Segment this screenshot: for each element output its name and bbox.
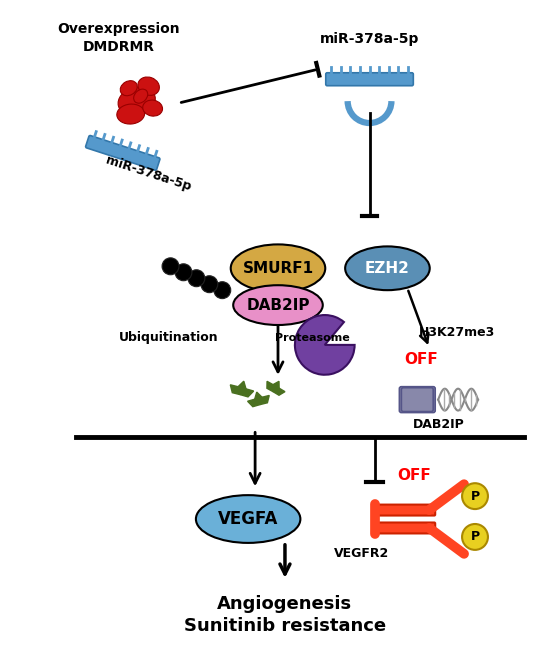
Text: P: P — [470, 530, 480, 543]
Ellipse shape — [196, 495, 300, 543]
Circle shape — [188, 270, 205, 287]
Ellipse shape — [345, 246, 430, 290]
Text: VEGFA: VEGFA — [218, 510, 278, 528]
Ellipse shape — [143, 100, 162, 116]
FancyBboxPatch shape — [86, 136, 160, 170]
Text: Proteasome: Proteasome — [275, 333, 350, 343]
Circle shape — [462, 483, 488, 509]
Polygon shape — [255, 392, 262, 404]
Text: DAB2IP: DAB2IP — [246, 298, 310, 313]
Ellipse shape — [230, 244, 325, 292]
Polygon shape — [238, 381, 246, 395]
Polygon shape — [273, 382, 279, 392]
Text: Angiogenesis: Angiogenesis — [217, 595, 352, 612]
Text: EZH2: EZH2 — [365, 261, 410, 276]
Text: H3K27me3: H3K27me3 — [419, 326, 495, 339]
Wedge shape — [295, 315, 355, 375]
Circle shape — [214, 281, 230, 298]
Ellipse shape — [118, 87, 155, 116]
FancyBboxPatch shape — [326, 73, 413, 86]
Text: DMDRMR: DMDRMR — [83, 40, 155, 55]
Ellipse shape — [138, 77, 160, 96]
Ellipse shape — [134, 89, 148, 103]
Circle shape — [175, 264, 192, 281]
Text: SMURF1: SMURF1 — [243, 261, 314, 276]
Text: OFF: OFF — [397, 468, 431, 483]
FancyBboxPatch shape — [373, 523, 435, 534]
Circle shape — [462, 524, 488, 550]
Text: P: P — [470, 489, 480, 502]
FancyBboxPatch shape — [402, 387, 433, 411]
Text: miR-378a-5p: miR-378a-5p — [104, 154, 193, 194]
Polygon shape — [267, 382, 273, 392]
Text: DAB2IP: DAB2IP — [413, 418, 465, 431]
Text: Overexpression: Overexpression — [58, 23, 180, 36]
Ellipse shape — [117, 104, 145, 124]
Ellipse shape — [120, 81, 137, 96]
Ellipse shape — [233, 285, 323, 325]
Polygon shape — [230, 385, 240, 395]
Polygon shape — [260, 395, 269, 404]
Text: miR-378a-5p: miR-378a-5p — [320, 32, 419, 46]
Polygon shape — [273, 388, 285, 395]
Polygon shape — [240, 389, 254, 397]
Polygon shape — [248, 399, 260, 407]
Text: Sunitinib resistance: Sunitinib resistance — [184, 618, 386, 636]
Circle shape — [162, 258, 179, 275]
FancyBboxPatch shape — [399, 387, 435, 413]
Circle shape — [201, 276, 218, 292]
FancyBboxPatch shape — [373, 504, 435, 515]
Text: Ubiquitination: Ubiquitination — [119, 332, 218, 344]
Text: OFF: OFF — [404, 352, 438, 367]
Text: VEGFR2: VEGFR2 — [334, 547, 389, 560]
